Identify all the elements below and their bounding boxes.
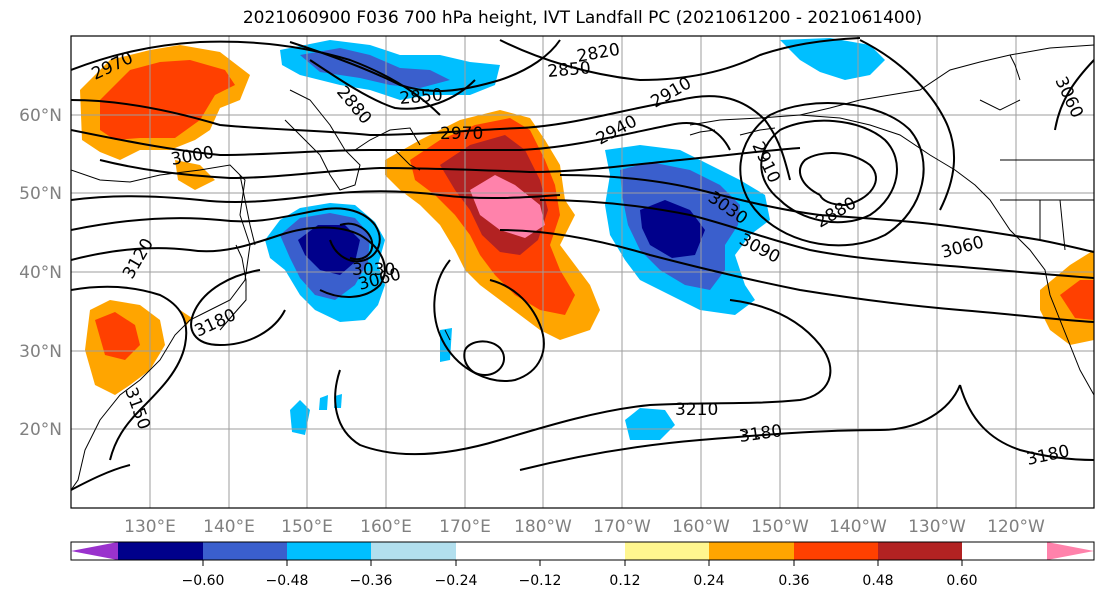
lat-label: 50°N [19, 184, 62, 204]
lon-label: 170°E [439, 517, 491, 537]
colorbar-segment [287, 542, 371, 560]
lat-label: 30°N [19, 342, 62, 362]
colorbar: −0.60 −0.48 −0.36 −0.24 −0.12 0.12 0.24 … [70, 541, 1095, 589]
colorbar-segment [203, 542, 287, 560]
height-contours [71, 37, 1094, 491]
colorbar-label: −0.24 [435, 573, 478, 589]
colorbar-label: −0.36 [350, 573, 393, 589]
colorbar-extend-low [71, 542, 118, 560]
lon-label: 130°W [908, 517, 966, 537]
contour-label: 3210 [675, 400, 718, 420]
colorbar-ticks [202, 560, 963, 566]
map-title: 2021060900 F036 700 hPa height, IVT Land… [242, 8, 923, 28]
map-frame [70, 35, 1095, 509]
colorbar-segment [878, 542, 962, 560]
lon-label: 180°W [514, 517, 572, 537]
lon-label: 160°W [672, 517, 730, 537]
lon-label: 120°W [987, 517, 1045, 537]
lon-label: 140°W [829, 517, 887, 537]
lon-label: 160°E [360, 517, 412, 537]
contour-label: 3030 [352, 260, 395, 280]
lon-label: 170°W [593, 517, 651, 537]
graticule [71, 36, 1094, 508]
colorbar-tick-labels: −0.60 −0.48 −0.36 −0.24 −0.12 0.12 0.24 … [182, 573, 978, 589]
lon-label: 150°E [281, 517, 333, 537]
colorbar-label: −0.48 [266, 573, 309, 589]
contour-label: 2970 [440, 124, 483, 144]
contour-label: 2850 [399, 85, 444, 109]
colorbar-label: 0.60 [946, 573, 977, 589]
colorbar-segment [371, 542, 456, 560]
colorbar-label: 0.24 [693, 573, 724, 589]
lon-label: 150°W [751, 517, 809, 537]
colorbar-label: 0.48 [862, 573, 893, 589]
colorbar-label: 0.36 [778, 573, 809, 589]
lat-label: 20°N [19, 420, 62, 440]
lat-label: 60°N [19, 106, 62, 126]
colorbar-label: −0.60 [182, 573, 225, 589]
colorbar-extend-high [1047, 542, 1094, 560]
lat-label: 40°N [19, 263, 62, 283]
contour-label: 2850 [547, 58, 592, 82]
colorbar-segment [118, 542, 203, 560]
colorbar-segment [709, 542, 794, 560]
lon-label: 140°E [203, 517, 255, 537]
colorbar-segment [540, 542, 625, 560]
colorbar-segment [625, 542, 709, 560]
lon-label: 130°E [124, 517, 176, 537]
colorbar-segment [456, 542, 540, 560]
positive-anomaly-shading [80, 45, 1094, 395]
colorbar-segment [794, 542, 878, 560]
map-panel: 2970 2820 2850 2880 2850 2910 2940 2970 … [71, 36, 1094, 508]
longitude-labels: 130°E 140°E 150°E 160°E 170°E 180°W 170°… [124, 517, 1045, 537]
colorbar-segments [118, 542, 962, 560]
latitude-labels: 60°N 50°N 40°N 30°N 20°N [19, 106, 62, 440]
colorbar-label: 0.12 [609, 573, 640, 589]
colorbar-label: −0.12 [519, 573, 562, 589]
